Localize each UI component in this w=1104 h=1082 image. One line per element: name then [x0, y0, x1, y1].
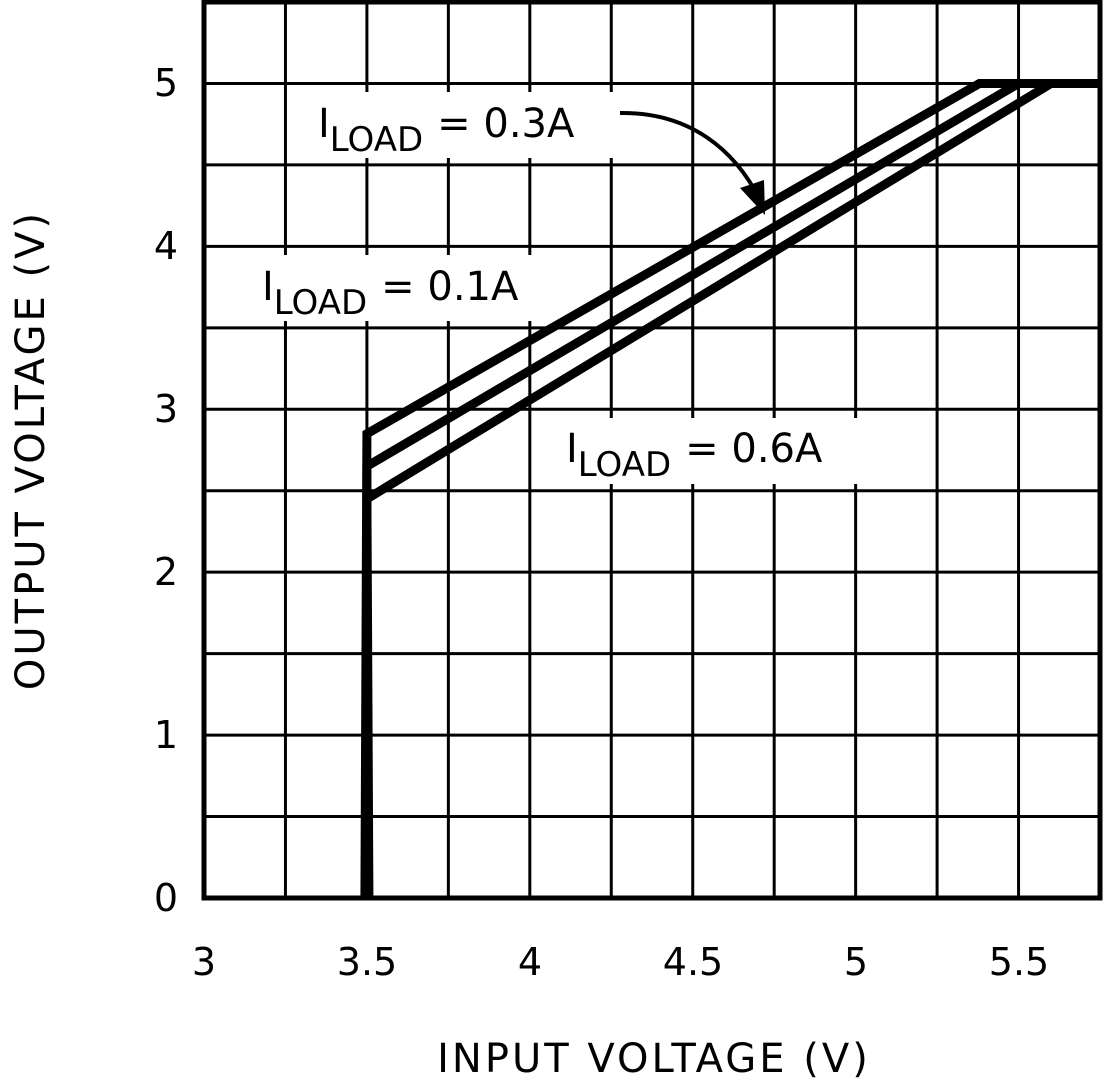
x-tick-label: 4: [518, 940, 542, 984]
y-tick-label: 3: [154, 387, 178, 431]
annotation-iload-0-6a: ILOAD = 0.6A: [558, 418, 858, 485]
annotation-label: ILOAD = 0.6A: [566, 426, 823, 485]
annotation-label: ILOAD = 0.1A: [262, 264, 519, 323]
annotation-arrow: [619, 110, 762, 201]
x-tick-label: 3: [192, 940, 216, 984]
x-tick-label: 3.5: [337, 940, 397, 984]
annotation-label: ILOAD = 0.3A: [318, 101, 575, 160]
y-tick-label: 4: [154, 224, 178, 268]
x-tick-label: 5.5: [989, 940, 1049, 984]
arrowhead-icon: [740, 180, 765, 215]
data-series: [360, 78, 1100, 899]
series-line: [362, 78, 1100, 899]
annotation-iload-0-3a: ILOAD = 0.3A: [305, 92, 765, 215]
y-axis-title: OUTPUT VOLTAGE (V): [8, 210, 54, 690]
x-tick-label: 5: [844, 940, 868, 984]
y-tick-label: 0: [154, 876, 178, 920]
y-axis-ticks: 0 1 2 3 4 5: [154, 61, 178, 920]
annotation-iload-0-1a: ILOAD = 0.1A: [252, 255, 552, 323]
x-axis-title: INPUT VOLTAGE (V): [437, 1036, 871, 1082]
plot-frame: [201, 0, 1103, 901]
y-tick-label: 1: [154, 713, 178, 757]
x-axis-ticks: 3 3.5 4 4.5 5 5.5: [192, 940, 1049, 984]
y-tick-label: 5: [154, 61, 178, 105]
x-tick-label: 4.5: [663, 940, 723, 984]
y-tick-label: 2: [154, 550, 178, 594]
